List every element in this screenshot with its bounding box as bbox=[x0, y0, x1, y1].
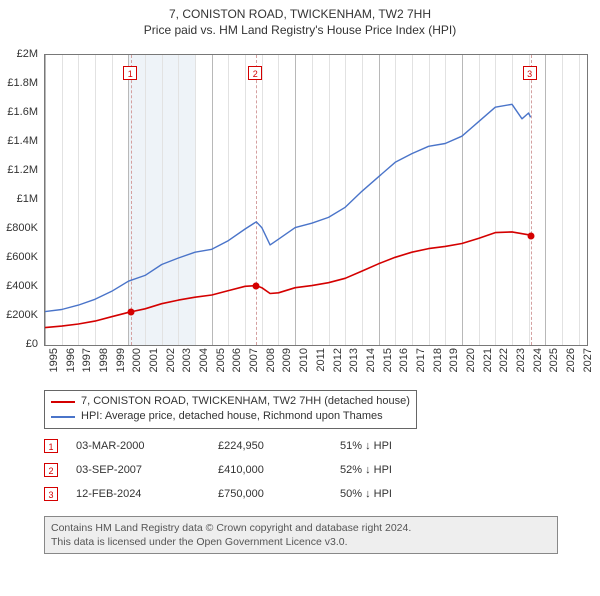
chart-container: £0 £200K £400K £600K £800K £1M £1.2M £1.4M £1.6M… bbox=[0, 6, 600, 596]
x-axis-tick-label: 1999 bbox=[115, 348, 127, 372]
y-axis-tick-label: £0 bbox=[0, 338, 38, 350]
x-axis-tick-label: 2008 bbox=[265, 348, 277, 372]
x-axis-tick-label: 2014 bbox=[365, 348, 377, 372]
x-axis-tick-label: 1998 bbox=[98, 348, 110, 372]
x-axis-tick-label: 2000 bbox=[131, 348, 143, 372]
sales-row-price: £750,000 bbox=[218, 488, 340, 500]
y-axis-tick-label: £1.2M bbox=[0, 164, 38, 176]
x-axis-tick-label: 1995 bbox=[48, 348, 60, 372]
x-axis-tick-label: 2012 bbox=[332, 348, 344, 372]
x-axis-tick-label: 2015 bbox=[382, 348, 394, 372]
y-axis-tick-label: £1.8M bbox=[0, 77, 38, 89]
x-axis-tick-label: 2020 bbox=[465, 348, 477, 372]
y-axis-tick-label: £600K bbox=[0, 251, 38, 263]
sales-row-marker: 2 bbox=[44, 463, 58, 477]
x-axis-tick-label: 2004 bbox=[198, 348, 210, 372]
x-axis-tick-label: 2006 bbox=[231, 348, 243, 372]
sales-row-delta: 50% ↓ HPI bbox=[340, 488, 392, 500]
sales-row-date: 12-FEB-2024 bbox=[76, 488, 218, 500]
x-axis-tick-label: 2010 bbox=[298, 348, 310, 372]
x-axis-tick-label: 1996 bbox=[65, 348, 77, 372]
x-axis-tick-label: 2005 bbox=[215, 348, 227, 372]
y-axis-tick-label: £1.4M bbox=[0, 135, 38, 147]
sales-row: 2 03-SEP-2007£410,00052% ↓ HPI bbox=[44, 458, 392, 482]
sales-row-date: 03-MAR-2000 bbox=[76, 440, 218, 452]
x-axis-tick-label: 1997 bbox=[81, 348, 93, 372]
legend-swatch bbox=[51, 416, 75, 418]
sale-marker-box: 2 bbox=[248, 66, 262, 80]
y-axis-tick-label: £1.6M bbox=[0, 106, 38, 118]
sale-marker-dot bbox=[253, 282, 260, 289]
x-axis-tick-label: 2013 bbox=[348, 348, 360, 372]
attribution-line: This data is licensed under the Open Gov… bbox=[51, 535, 551, 549]
sale-marker-box: 3 bbox=[523, 66, 537, 80]
legend: 7, CONISTON ROAD, TWICKENHAM, TW2 7HH (d… bbox=[44, 390, 417, 429]
sales-row-delta: 51% ↓ HPI bbox=[340, 440, 392, 452]
y-axis-tick-label: £200K bbox=[0, 309, 38, 321]
legend-row: 7, CONISTON ROAD, TWICKENHAM, TW2 7HH (d… bbox=[51, 394, 410, 409]
legend-row: HPI: Average price, detached house, Rich… bbox=[51, 409, 410, 424]
sales-row: 3 12-FEB-2024£750,00050% ↓ HPI bbox=[44, 482, 392, 506]
series-svg bbox=[45, 55, 587, 345]
x-axis-tick-label: 2026 bbox=[565, 348, 577, 372]
sales-table: 1 03-MAR-2000£224,95051% ↓ HPI 2 03-SEP-200… bbox=[44, 434, 392, 506]
y-axis-tick-label: £2M bbox=[0, 48, 38, 60]
plot-area bbox=[44, 54, 588, 346]
x-axis-tick-label: 2019 bbox=[448, 348, 460, 372]
x-axis-tick-label: 2027 bbox=[582, 348, 594, 372]
y-axis-tick-label: £1M bbox=[0, 193, 38, 205]
sale-marker-dot bbox=[527, 233, 534, 240]
y-axis-tick-label: £800K bbox=[0, 222, 38, 234]
sales-row-delta: 52% ↓ HPI bbox=[340, 464, 392, 476]
sale-marker-box: 1 bbox=[123, 66, 137, 80]
sale-marker-dot bbox=[128, 309, 135, 316]
x-axis-tick-label: 2011 bbox=[315, 348, 327, 372]
sales-row: 1 03-MAR-2000£224,95051% ↓ HPI bbox=[44, 434, 392, 458]
series-property bbox=[45, 232, 531, 328]
legend-label: 7, CONISTON ROAD, TWICKENHAM, TW2 7HH (d… bbox=[81, 394, 410, 409]
legend-swatch bbox=[51, 401, 75, 403]
sales-row-date: 03-SEP-2007 bbox=[76, 464, 218, 476]
x-axis-tick-label: 2009 bbox=[281, 348, 293, 372]
sales-row-marker: 1 bbox=[44, 439, 58, 453]
x-axis-tick-label: 2024 bbox=[532, 348, 544, 372]
sales-row-price: £410,000 bbox=[218, 464, 340, 476]
attribution: Contains HM Land Registry data © Crown c… bbox=[44, 516, 558, 554]
x-axis-tick-label: 2025 bbox=[548, 348, 560, 372]
x-axis-tick-label: 2023 bbox=[515, 348, 527, 372]
legend-label: HPI: Average price, detached house, Rich… bbox=[81, 409, 383, 424]
attribution-line: Contains HM Land Registry data © Crown c… bbox=[51, 521, 551, 535]
series-hpi bbox=[45, 104, 531, 311]
y-axis-tick-label: £400K bbox=[0, 280, 38, 292]
x-axis-tick-label: 2002 bbox=[165, 348, 177, 372]
x-axis-tick-label: 2007 bbox=[248, 348, 260, 372]
x-axis-tick-label: 2018 bbox=[432, 348, 444, 372]
x-axis-tick-label: 2001 bbox=[148, 348, 160, 372]
x-axis-tick-label: 2021 bbox=[482, 348, 494, 372]
x-axis-tick-label: 2017 bbox=[415, 348, 427, 372]
sales-row-marker: 3 bbox=[44, 487, 58, 501]
x-axis-tick-label: 2022 bbox=[498, 348, 510, 372]
sales-row-price: £224,950 bbox=[218, 440, 340, 452]
x-axis-tick-label: 2016 bbox=[398, 348, 410, 372]
x-axis-tick-label: 2003 bbox=[181, 348, 193, 372]
